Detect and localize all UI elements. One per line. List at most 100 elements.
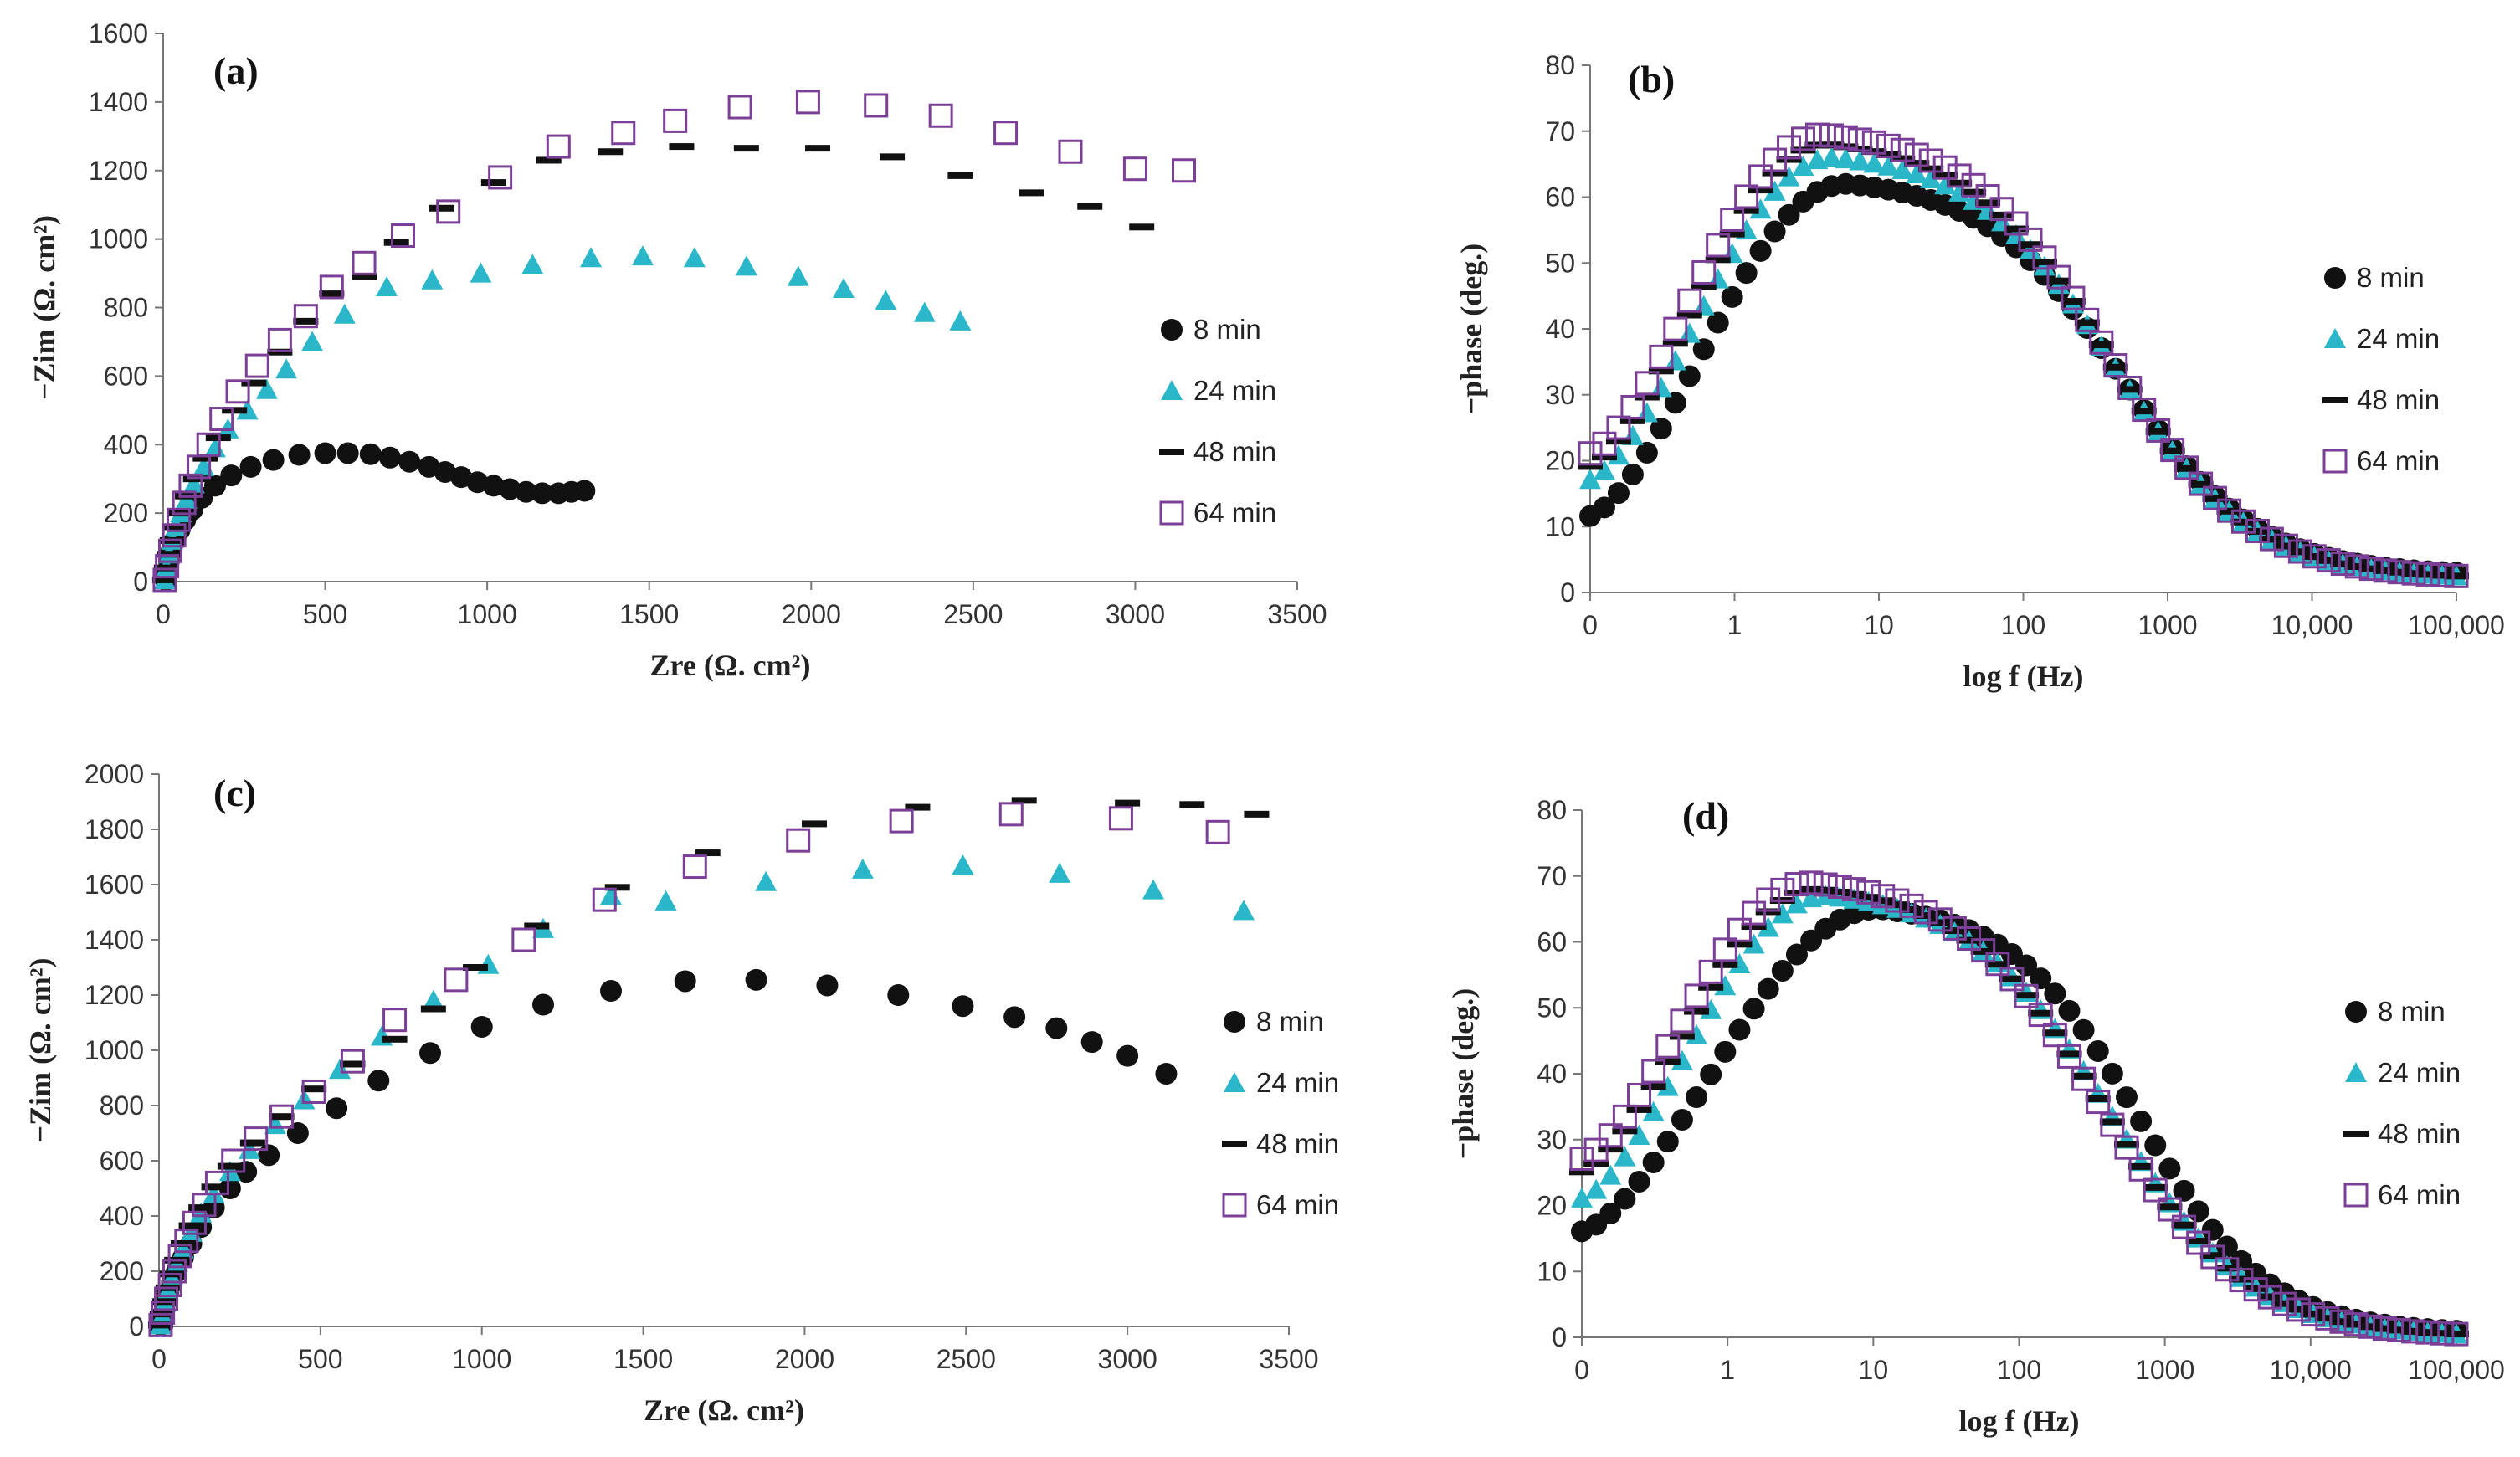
data-point xyxy=(2430,572,2456,579)
data-point xyxy=(1899,906,1925,914)
y-tick-label: 800 xyxy=(100,1090,144,1121)
data-point xyxy=(1820,146,1843,167)
data-point xyxy=(1742,900,1767,926)
data-point xyxy=(727,95,752,120)
data-point xyxy=(204,1170,229,1195)
data-point xyxy=(1640,1083,1666,1090)
data-point xyxy=(1627,1082,1652,1107)
y-tick-label: 70 xyxy=(1537,861,1567,891)
legend-label: 8 min xyxy=(2357,262,2425,293)
data-point xyxy=(239,1139,265,1147)
data-point xyxy=(2373,567,2399,574)
data-point xyxy=(1628,1170,1650,1193)
data-point xyxy=(2257,1293,2283,1301)
data-point xyxy=(1847,127,1872,152)
data-point xyxy=(1003,1006,1026,1029)
data-point xyxy=(1770,877,1795,902)
data-point xyxy=(1172,158,1196,183)
data-point xyxy=(2014,983,2039,1008)
data-point xyxy=(170,1240,196,1247)
data-point xyxy=(1142,879,1164,900)
data-point xyxy=(2130,1110,2153,1132)
data-point xyxy=(1871,884,1896,909)
data-point xyxy=(1684,1008,1710,1015)
data-point xyxy=(2019,239,2041,259)
data-point xyxy=(2171,1221,2197,1229)
data-point xyxy=(1599,1202,1622,1224)
data-point xyxy=(162,523,187,548)
data-point xyxy=(2186,1230,2211,1255)
data-point xyxy=(2185,1238,2211,1245)
data-point xyxy=(2131,408,2157,415)
y-tick-label: 20 xyxy=(1545,446,1575,476)
legend-label: 8 min xyxy=(1256,1006,1324,1037)
y-tick-label: 30 xyxy=(1545,380,1575,410)
x-tick-label: 3500 xyxy=(1259,1344,1318,1374)
data-point xyxy=(1642,1151,1665,1173)
data-point xyxy=(1918,148,1943,173)
x-axis-label: log f (Hz) xyxy=(1963,659,2084,693)
series-24-min xyxy=(149,854,1255,1335)
data-point xyxy=(1205,819,1230,844)
data-point xyxy=(795,90,820,115)
data-point xyxy=(2387,568,2413,576)
legend: 8 min 24 min 48 min 64 min xyxy=(2343,996,2461,1210)
y-tick-label: 1000 xyxy=(85,1035,144,1065)
y-tick-label: 80 xyxy=(1545,50,1575,80)
data-point xyxy=(1784,872,1809,897)
data-point xyxy=(1947,163,1972,188)
data-point xyxy=(2330,560,2356,567)
y-tick-label: 0 xyxy=(129,1311,144,1342)
y-tick-label: 30 xyxy=(1537,1125,1567,1155)
data-point xyxy=(1650,377,1672,398)
data-point xyxy=(674,970,696,993)
data-point xyxy=(1569,1147,1594,1172)
series-64-min xyxy=(148,802,1230,1337)
x-tick-label: 100,000 xyxy=(2408,1355,2505,1385)
data-point xyxy=(2056,1044,2081,1069)
series-64-min xyxy=(1569,870,2469,1347)
data-point xyxy=(390,223,415,249)
data-point xyxy=(2160,438,2185,463)
data-point xyxy=(1593,496,1615,519)
data-point xyxy=(2188,480,2214,488)
data-point xyxy=(546,134,571,159)
data-point xyxy=(236,399,259,420)
data-point xyxy=(521,254,544,274)
data-point xyxy=(1934,174,1957,195)
x-tick-label: 10,000 xyxy=(2271,610,2353,640)
data-point xyxy=(1749,239,1772,262)
data-point xyxy=(1961,188,1987,196)
x-tick-label: 2000 xyxy=(775,1344,834,1374)
data-point xyxy=(267,327,292,352)
data-point xyxy=(1045,1017,1068,1039)
data-point xyxy=(1662,340,1688,347)
data-point xyxy=(1671,1049,1693,1070)
data-point xyxy=(151,576,177,583)
data-point xyxy=(1591,454,1617,461)
data-point xyxy=(174,1229,199,1254)
x-tick-label: 1500 xyxy=(619,599,679,629)
data-point xyxy=(1827,889,1853,896)
legend-label: 64 min xyxy=(2357,445,2440,476)
data-point xyxy=(2086,1039,2109,1062)
y-tick-label: 1200 xyxy=(89,156,148,186)
data-point xyxy=(2071,1072,2097,1080)
data-point xyxy=(470,1015,493,1038)
data-point xyxy=(196,432,221,457)
data-point xyxy=(1792,155,1814,176)
y-axis-label: −Zim (Ω. cm²) xyxy=(28,215,61,400)
data-point xyxy=(1913,912,1939,920)
data-point xyxy=(1011,797,1037,804)
data-point xyxy=(1763,180,1786,201)
data-point xyxy=(1650,418,1672,440)
y-tick-label: 1600 xyxy=(89,18,148,49)
data-point xyxy=(2257,1285,2282,1310)
panel-label: (c) xyxy=(213,772,256,814)
x-tick-label: 100,000 xyxy=(2408,610,2505,640)
data-point xyxy=(1599,1164,1622,1185)
data-point xyxy=(217,418,239,439)
data-point xyxy=(2415,562,2440,587)
data-point xyxy=(1871,894,1894,915)
data-point xyxy=(2273,542,2299,550)
